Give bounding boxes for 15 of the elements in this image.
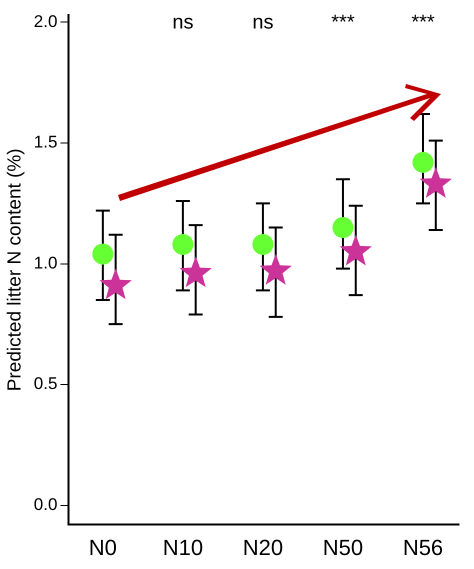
y-tick-label: 0.5 [34, 374, 58, 394]
y-axis-title: Predicted litter N content (%) [4, 148, 26, 392]
x-tick-label: N56 [402, 534, 444, 560]
annotation: ns [252, 12, 274, 34]
x-tick-label: N50 [322, 534, 364, 560]
annotation: *** [331, 12, 355, 34]
annotation: *** [411, 12, 435, 34]
x-tick-label: N0 [88, 534, 117, 560]
annotation: ns [172, 12, 194, 34]
y-tick-label: 1.0 [34, 253, 58, 272]
y-tick-label: 2.0 [34, 12, 58, 31]
x-tick-label: N20 [242, 534, 284, 560]
y-tick-label: 0.0 [34, 494, 58, 514]
y-tick-label: 1.5 [34, 132, 58, 152]
x-tick-label: N10 [162, 534, 204, 560]
